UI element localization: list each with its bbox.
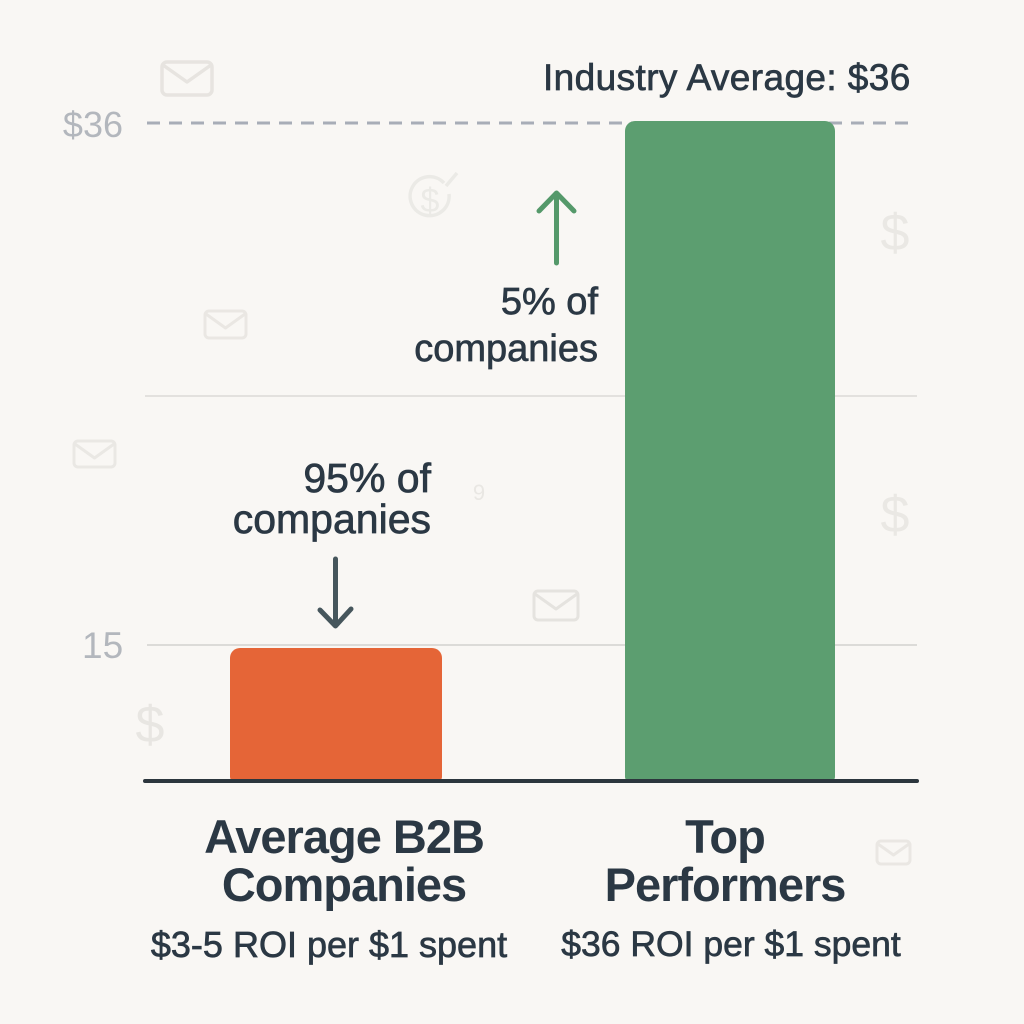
- svg-text:$: $: [421, 182, 440, 220]
- svg-text:$: $: [881, 204, 910, 262]
- svg-text:$: $: [136, 696, 165, 754]
- svg-text:$: $: [881, 486, 910, 544]
- svg-text:9: 9: [473, 480, 485, 505]
